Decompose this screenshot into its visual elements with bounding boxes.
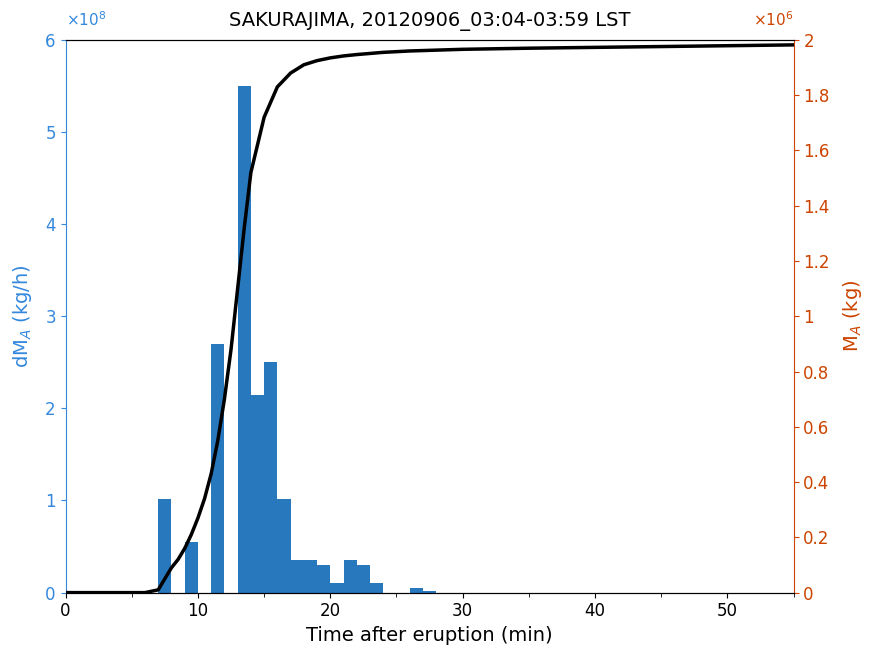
Bar	[344, 560, 357, 592]
Y-axis label: M$_A$ (kg): M$_A$ (kg)	[841, 280, 864, 352]
Bar	[357, 565, 370, 592]
Bar	[330, 583, 344, 592]
Bar	[277, 499, 290, 592]
Bar	[423, 591, 436, 592]
Text: $\times10^6$: $\times10^6$	[753, 10, 794, 29]
X-axis label: Time after eruption (min): Time after eruption (min)	[306, 626, 553, 645]
Y-axis label: dM$_A$ (kg/h): dM$_A$ (kg/h)	[11, 264, 34, 368]
Bar	[158, 499, 172, 592]
Text: $\times10^8$: $\times10^8$	[66, 10, 106, 29]
Bar	[317, 565, 330, 592]
Bar	[185, 542, 198, 592]
Bar	[211, 344, 224, 592]
Bar	[370, 583, 383, 592]
Title: SAKURAJIMA, 20120906_03:04-03:59 LST: SAKURAJIMA, 20120906_03:04-03:59 LST	[229, 12, 630, 31]
Bar	[264, 362, 277, 592]
Bar	[410, 588, 423, 592]
Bar	[251, 394, 264, 592]
Bar	[304, 560, 317, 592]
Bar	[238, 86, 251, 592]
Bar	[290, 560, 304, 592]
